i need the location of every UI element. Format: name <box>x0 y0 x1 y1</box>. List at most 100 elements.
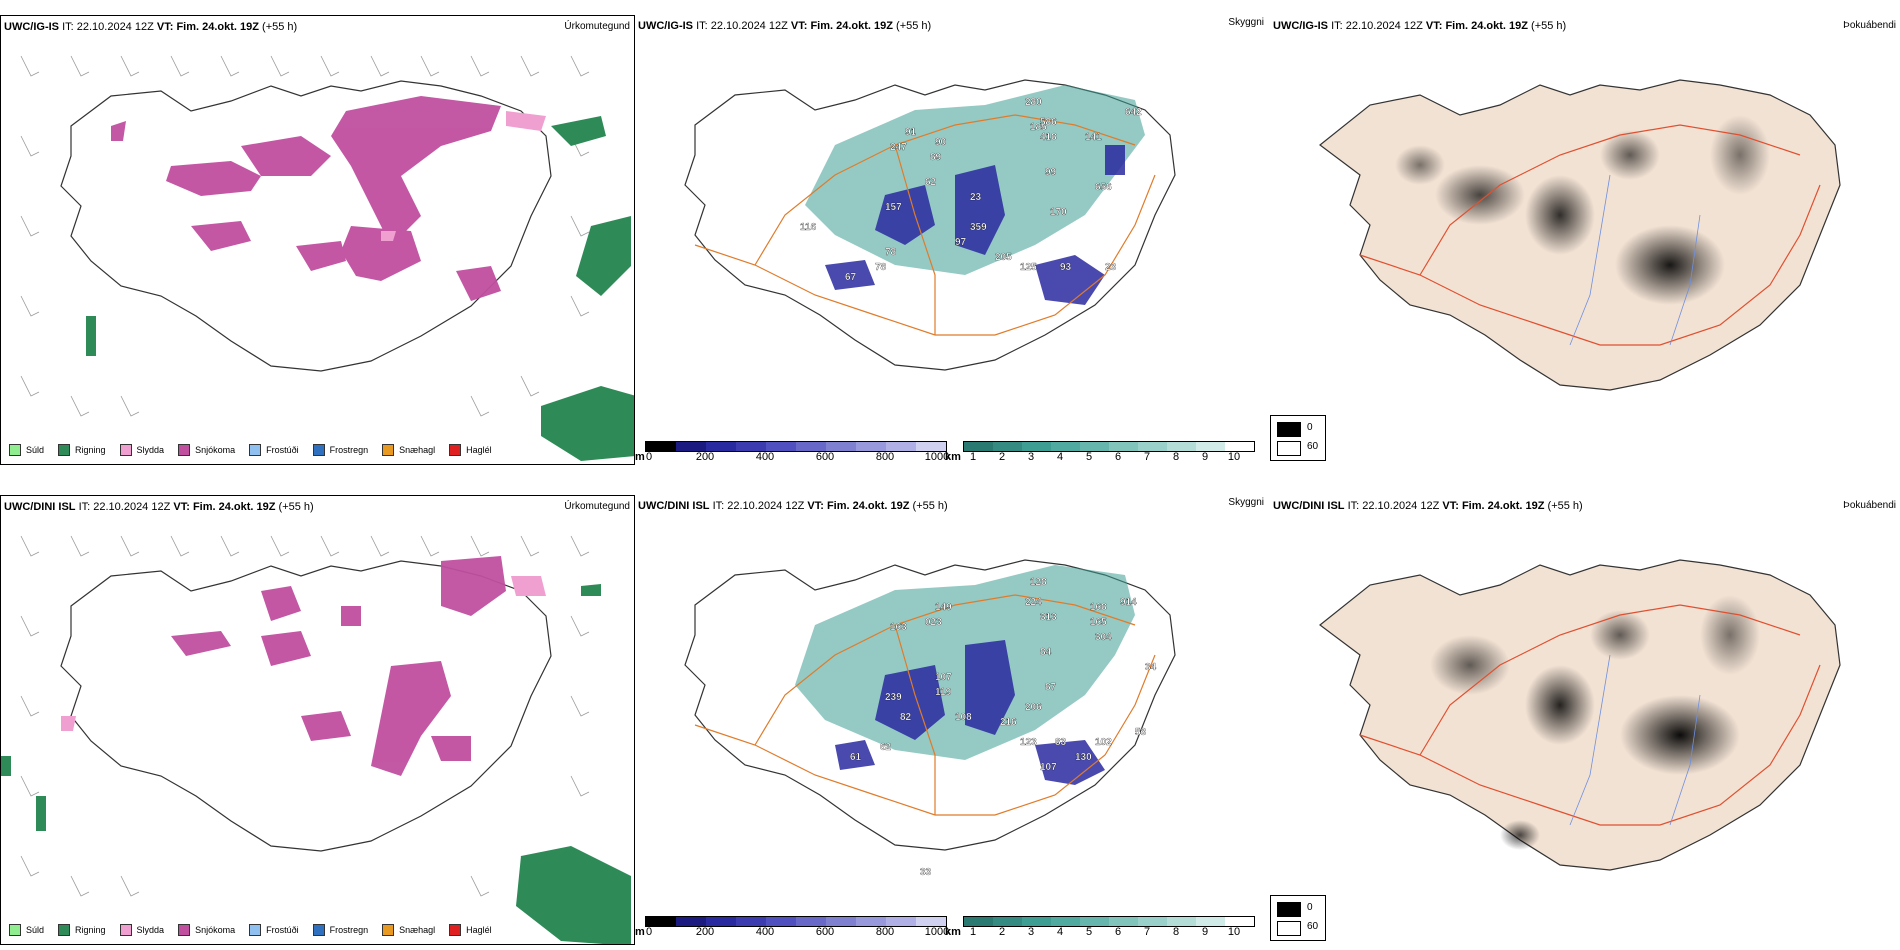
cloud-number: 102 <box>1095 737 1112 748</box>
fog-panel-bottom: 0 60 UWC/DINI ISL IT: 22.10.2024 12Z VT: <box>1270 495 1900 945</box>
visibility-label-top: Skyggni <box>1228 17 1264 28</box>
colorbar-tick: 0 <box>645 926 653 938</box>
cloud-panel-bottom: 128 224 313 168 914 165 304 163 149 023 … <box>635 495 1270 945</box>
legend-item: Frostúði <box>249 924 299 936</box>
roads <box>694 114 1156 336</box>
cloud-number: 304 <box>1095 632 1112 643</box>
colorbar-unit: km <box>945 451 961 463</box>
precip-legend-top: Súld Rigning Slydda Snjókoma Frostúði Fr… <box>9 444 492 456</box>
cloud-number: 78 <box>875 262 887 273</box>
cloud-number: 83 <box>1055 737 1067 748</box>
cloud-number: 170 <box>1050 207 1067 218</box>
colorbar-tick: 10 <box>1227 926 1241 938</box>
cloud-number: 642 <box>1125 107 1142 118</box>
legend-item: Slydda <box>119 444 164 456</box>
fog-legend-value: 0 <box>1307 422 1313 433</box>
legend-item: Haglél <box>449 924 492 936</box>
cloud-number: 34 <box>1145 662 1157 673</box>
fog-legend-top: 0 60 <box>1270 415 1326 461</box>
cloud-number: 84 <box>1040 647 1052 658</box>
fog-legend-bottom: 0 60 <box>1270 895 1326 941</box>
colorbar-tick: 2 <box>998 451 1006 463</box>
colorbar-unit: m <box>635 926 645 938</box>
colorbar-tick: 0 <box>645 451 653 463</box>
roads <box>1359 604 1821 826</box>
fog-map-top <box>1319 79 1841 391</box>
cloud-number: 023 <box>925 617 942 628</box>
legend-item: Snæhagl <box>382 444 435 456</box>
cloud-title-bottom: UWC/DINI ISL IT: 22.10.2024 12Z VT: Fim.… <box>638 500 948 512</box>
cloud-panel-top: 280 642 91 247 90 89 62 185 586 418 141 … <box>635 15 1270 465</box>
legend-item: Rigning <box>58 924 106 936</box>
colorbar-tick: 9 <box>1201 451 1209 463</box>
cloud-number: 205 <box>995 252 1012 263</box>
snow-areas <box>111 96 501 301</box>
cloud-number: 67 <box>845 272 857 283</box>
cloud-number: 23 <box>1105 262 1117 273</box>
snow-areas <box>171 556 506 776</box>
fog-legend-value: 60 <box>1307 921 1319 932</box>
cloud-number: 62 <box>880 742 892 753</box>
cloud-number: 33 <box>920 867 932 878</box>
colorbar-tick: 4 <box>1056 451 1064 463</box>
legend-item: Snjókoma <box>178 924 235 936</box>
colorbar-tick: 800 <box>875 451 895 463</box>
cloud-number: 206 <box>1025 702 1042 713</box>
cloud-number: 586 <box>1040 117 1057 128</box>
cloudbase-colorbar-bottom: m 0 200 400 600 800 1000 <box>635 910 955 945</box>
cloud-number: 116 <box>800 222 817 233</box>
colorbar-tick: 3 <box>1027 451 1035 463</box>
colorbar-tick: 600 <box>815 926 835 938</box>
precip-title-top: UWC/IG-IS IT: 22.10.2024 12Z VT: Fim. 24… <box>4 21 298 33</box>
colorbar-tick: 400 <box>755 451 775 463</box>
cloud-number: 87 <box>1045 682 1057 693</box>
cloud-number: 62 <box>925 177 937 188</box>
precip-legend-bottom: Súld Rigning Slydda Snjókoma Frostúði Fr… <box>9 924 492 936</box>
colorbar-tick: 9 <box>1201 926 1209 938</box>
cloud-number: 130 <box>1075 752 1092 763</box>
cloud-number: 168 <box>1090 602 1107 613</box>
colorbar-tick: 2 <box>998 926 1006 938</box>
colorbar-tick: 200 <box>695 926 715 938</box>
cloud-low <box>835 640 1105 785</box>
wind-barbs <box>20 535 590 897</box>
colorbar-tick: 1000 <box>924 926 950 938</box>
cloud-number: 239 <box>885 692 902 703</box>
precip-map-bottom <box>1 535 631 944</box>
legend-item: Slydda <box>119 924 164 936</box>
cloud-number: 61 <box>850 752 862 763</box>
cloud-number: 93 <box>1060 262 1072 273</box>
cloud-number: 108 <box>955 712 972 723</box>
cloud-number: 656 <box>1095 182 1112 193</box>
colorbar-tick: 1 <box>969 451 977 463</box>
cloud-number: 914 <box>1120 597 1137 608</box>
fog-label-top: Þokuábendi <box>1843 20 1896 31</box>
cloud-number: 123 <box>1020 737 1037 748</box>
cloud-number: 359 <box>970 222 987 233</box>
fog-label-bottom: Þokuábendi <box>1843 500 1896 511</box>
visibility-label-bottom: Skyggni <box>1228 497 1264 508</box>
sleet-areas <box>381 111 546 241</box>
colorbar-tick: 400 <box>755 926 775 938</box>
cloud-number: 78 <box>885 247 897 258</box>
iceland-outline <box>60 560 552 852</box>
colorbar-tick: 800 <box>875 926 895 938</box>
precip-panel-bottom: UWC/DINI ISL IT: 22.10.2024 12Z VT: Fim.… <box>0 495 635 945</box>
colorbar-tick: 8 <box>1172 451 1180 463</box>
colorbar-tick: 5 <box>1085 451 1093 463</box>
cloud-number: 107 <box>935 672 952 683</box>
fog-legend-value: 0 <box>1307 902 1313 913</box>
precip-title-bottom: UWC/DINI ISL IT: 22.10.2024 12Z VT: Fim.… <box>4 501 314 513</box>
cloud-number: 141 <box>1085 132 1102 143</box>
colorbar-tick: 600 <box>815 451 835 463</box>
cloud-number: 163 <box>890 622 907 633</box>
visibility-colorbar-top: km 1 2 3 4 5 6 7 8 9 10 <box>945 435 1265 465</box>
cloud-number: 128 <box>1030 577 1047 588</box>
fog-panel-top: 0 60 UWC/IG-IS IT: 22.10.2024 12Z VT: <box>1270 15 1900 465</box>
wind-barbs <box>20 55 590 417</box>
cloud-number: 157 <box>885 202 902 213</box>
rivers <box>1569 174 1701 346</box>
rain-areas <box>1 584 631 944</box>
cloud-number: 97 <box>955 237 967 248</box>
cloud-number: 247 <box>890 142 907 153</box>
